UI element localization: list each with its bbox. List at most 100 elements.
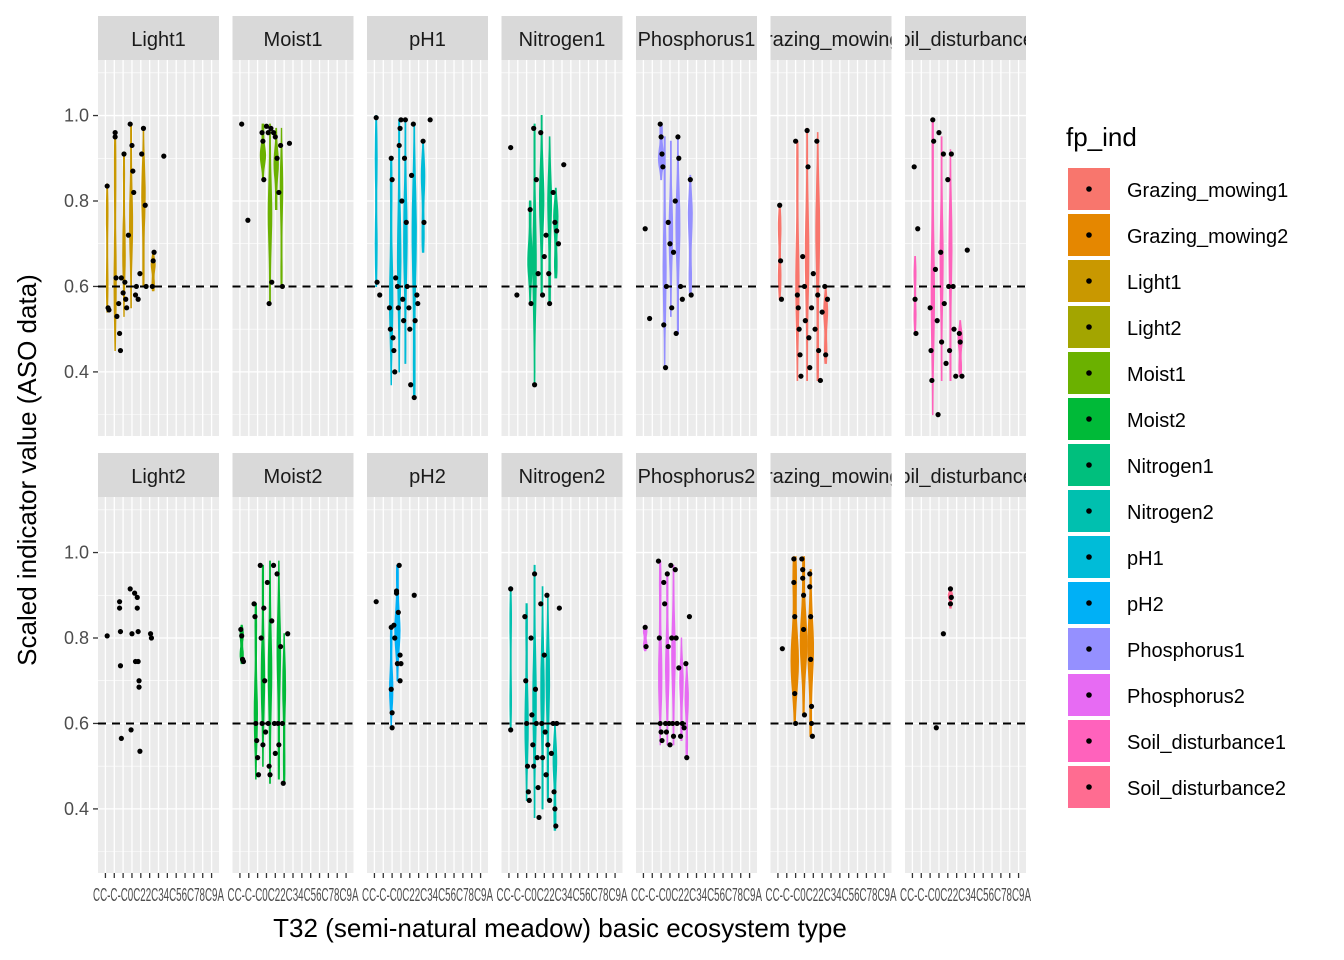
- data-point: [930, 117, 936, 123]
- violin-shape: [105, 183, 109, 313]
- data-point: [393, 275, 399, 281]
- data-point: [125, 232, 132, 238]
- legend-label: Nitrogen2: [1127, 502, 1214, 524]
- x-tick-label: CC-C-C0C22C34C56C78C9A: [93, 885, 224, 905]
- data-point: [150, 258, 156, 264]
- data-point: [373, 599, 379, 605]
- data-point: [939, 339, 945, 345]
- data-point: [673, 635, 679, 641]
- data-point: [533, 720, 539, 727]
- facet-strip: [770, 453, 892, 497]
- facet-strip: [367, 16, 488, 60]
- legend-entry: Moist2: [1068, 398, 1186, 440]
- data-point: [946, 347, 953, 354]
- violin-shape: [679, 637, 684, 741]
- legend-label: Nitrogen1: [1127, 456, 1214, 478]
- data-point: [940, 631, 946, 637]
- data-point: [677, 283, 684, 290]
- data-point: [391, 622, 397, 628]
- data-point: [140, 125, 147, 131]
- data-point: [669, 305, 675, 311]
- panels: Light1 Moist1 pH1 Nitrogen1 Phosphorus1Grazi…: [98, 16, 1026, 873]
- data-point: [269, 618, 275, 624]
- violin-shape: [524, 603, 529, 801]
- data-point: [687, 177, 693, 183]
- data-point: [822, 283, 828, 290]
- y-tick-label: 1.0: [64, 106, 89, 126]
- data-point: [793, 720, 799, 727]
- data-point: [278, 142, 284, 149]
- legend-key-point: [1086, 416, 1092, 422]
- data-point: [161, 153, 167, 159]
- x-axis-ticks: CC-C-C0C22C34C56C78C9A CC-C-C0C22C34C56C7…: [93, 873, 1031, 905]
- facet-strip-label: Nitrogen2: [519, 466, 606, 488]
- violin-shape: [273, 127, 279, 210]
- violin-shape: [684, 663, 689, 759]
- data-point: [139, 151, 145, 157]
- y-tick-label: 0.8: [64, 628, 89, 648]
- data-point: [664, 571, 670, 577]
- data-point: [255, 772, 262, 778]
- data-point: [679, 296, 685, 302]
- data-point: [395, 305, 401, 311]
- data-point: [672, 567, 678, 573]
- data-point: [800, 567, 806, 573]
- data-point: [538, 130, 544, 136]
- data-point: [531, 763, 537, 769]
- y-tick-label: 0.8: [64, 191, 89, 211]
- violin-shape: [804, 127, 810, 381]
- data-point: [279, 720, 285, 727]
- data-point: [276, 742, 282, 748]
- violin-shape: [540, 586, 545, 810]
- violin-shape: [113, 132, 117, 351]
- data-point: [272, 750, 278, 756]
- data-point: [254, 737, 260, 744]
- legend-label: Grazing_mowing2: [1127, 226, 1288, 248]
- data-point: [266, 763, 272, 769]
- data-point: [387, 326, 393, 332]
- data-point: [149, 283, 155, 290]
- data-point: [260, 742, 266, 748]
- data-point: [123, 296, 129, 302]
- data-point: [915, 226, 921, 232]
- legend-entry: Moist1: [1068, 352, 1186, 394]
- y-tick-label: 0.4: [64, 362, 89, 382]
- data-point: [404, 283, 410, 290]
- data-point: [114, 313, 120, 319]
- data-point: [642, 624, 648, 630]
- data-point: [401, 318, 407, 324]
- data-point: [266, 300, 272, 307]
- y-axis-top: 0.4 0.6 0.8 1.0: [64, 106, 98, 382]
- facet-panel: Phosphorus1: [636, 16, 757, 436]
- data-point: [274, 571, 280, 577]
- data-point: [117, 628, 124, 635]
- data-point: [279, 283, 285, 290]
- data-point: [554, 228, 560, 234]
- facet-strip: [232, 16, 354, 60]
- data-point: [561, 162, 567, 168]
- data-point: [670, 733, 677, 739]
- data-point: [117, 347, 124, 354]
- data-point: [137, 748, 143, 754]
- data-point: [264, 579, 270, 586]
- facet-strip-label: Grazing_mowing2: [750, 466, 911, 488]
- facet-strip-label: Light1: [131, 29, 186, 51]
- y-axis-bottom: 0.4 0.6 0.8 1.0: [64, 543, 98, 819]
- data-point: [935, 412, 941, 418]
- data-point: [661, 579, 667, 586]
- data-point: [127, 586, 133, 592]
- legend-key-point: [1086, 738, 1092, 744]
- data-point: [397, 125, 403, 131]
- data-point: [663, 283, 670, 290]
- data-point: [675, 134, 681, 140]
- data-point: [823, 352, 829, 358]
- facet-strip: [636, 16, 757, 60]
- facet-strip-label: Light2: [131, 466, 186, 488]
- data-point: [147, 631, 154, 637]
- data-point: [412, 318, 418, 324]
- data-point: [388, 686, 394, 692]
- data-point: [555, 241, 562, 247]
- data-point: [401, 155, 408, 161]
- data-point: [397, 652, 403, 658]
